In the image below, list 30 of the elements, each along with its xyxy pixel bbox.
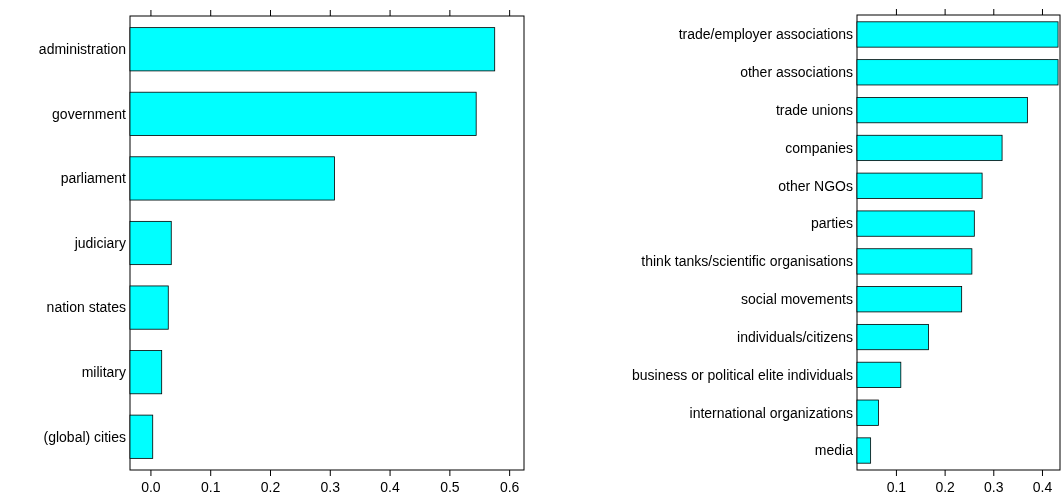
x-tick-label: 0.6 bbox=[499, 479, 520, 495]
x-tick-label: 0.1 bbox=[886, 479, 907, 495]
x-tick-label: 0.2 bbox=[260, 479, 281, 495]
y-tick-label: trade/employer associations bbox=[678, 26, 853, 43]
y-tick-label: military bbox=[81, 364, 126, 381]
y-tick-label: companies bbox=[785, 139, 853, 156]
y-tick-label: social movements bbox=[740, 291, 853, 308]
y-tick-label: other associations bbox=[740, 64, 853, 81]
y-tick-label: government bbox=[52, 105, 127, 122]
y-tick-label: international organizations bbox=[689, 404, 853, 421]
y-tick-label: media bbox=[814, 442, 854, 459]
x-tick-label: 0.3 bbox=[320, 479, 341, 495]
y-tick-label: administration bbox=[38, 41, 126, 58]
y-tick-label: parties bbox=[810, 215, 853, 232]
y-tick-label: judiciary bbox=[73, 234, 126, 251]
x-tick-label: 0.3 bbox=[984, 479, 1004, 495]
y-tick-label: think tanks/scientific organisations bbox=[641, 253, 853, 270]
y-tick-label: nation states bbox=[46, 299, 126, 316]
x-tick-label: 0.5 bbox=[440, 479, 460, 495]
y-tick-label: trade unions bbox=[775, 102, 853, 119]
y-tick-label: other NGOs bbox=[778, 177, 853, 194]
x-tick-label: 0.0 bbox=[141, 479, 161, 495]
y-tick-label: individuals/citizens bbox=[737, 328, 853, 345]
x-tick-label: 0.4 bbox=[1032, 479, 1053, 495]
x-tick-label: 0.2 bbox=[935, 479, 956, 495]
x-tick-label: 0.4 bbox=[380, 479, 401, 495]
y-tick-label: (global) cities bbox=[43, 428, 126, 445]
y-tick-label: business or political elite individuals bbox=[631, 366, 853, 383]
x-tick-label: 0.1 bbox=[200, 479, 221, 495]
y-tick-label: parliament bbox=[60, 170, 127, 187]
